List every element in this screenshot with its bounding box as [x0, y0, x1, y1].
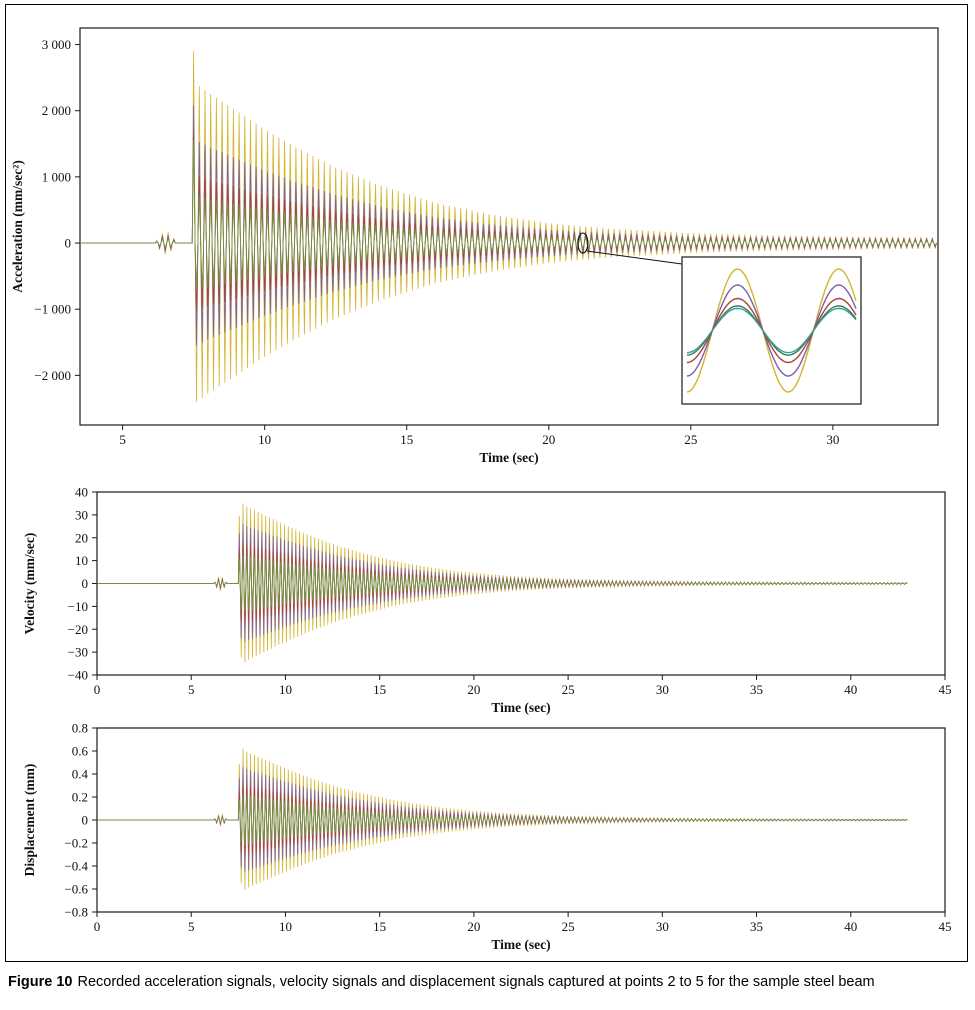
- series-point-5: [97, 554, 908, 612]
- y-axis-title: Acceleration (mm/sec²): [10, 160, 25, 293]
- inset-wave-3: [686, 297, 857, 364]
- y-axis: −0.8 −0.6 −0.4 −0.2 0 0.2 0.4 0.6 0.8: [64, 721, 97, 920]
- x-tick-label: 15: [373, 682, 386, 697]
- y-tick-label: 20: [75, 530, 88, 545]
- y-tick-label: 0: [65, 236, 72, 251]
- y-axis-title: Displacement (mm): [22, 764, 37, 877]
- inset-zoom-box: [681, 256, 862, 405]
- x-tick-label: 10: [258, 432, 271, 447]
- y-tick-label: −40: [68, 668, 88, 683]
- y-tick-label: 3 000: [42, 37, 71, 52]
- y-tick-label: −30: [68, 645, 88, 660]
- charts-container: 5 10 15 20 25 30 −2 000 −1 000 0 1 000 2 000 3 000 T…: [10, 27, 952, 953]
- inset-wave-1: [686, 268, 857, 393]
- y-tick-label: −2 000: [34, 368, 71, 383]
- x-axis-title: Time (sec): [491, 700, 550, 715]
- x-tick-label: 40: [844, 682, 857, 697]
- x-tick-label: 0: [94, 682, 101, 697]
- x-tick-label: 20: [467, 919, 480, 934]
- zoom-annotation-ellipse: [577, 232, 589, 254]
- y-tick-label: −0.2: [64, 836, 88, 851]
- x-tick-label: 40: [844, 919, 857, 934]
- x-tick-label: 30: [656, 919, 669, 934]
- y-tick-label: 0: [82, 813, 89, 828]
- y-tick-label: 40: [75, 485, 88, 500]
- x-tick-label: 25: [562, 919, 575, 934]
- y-tick-label: 0.8: [72, 721, 88, 736]
- x-tick-label: 20: [467, 682, 480, 697]
- y-tick-label: 30: [75, 507, 88, 522]
- y-tick-label: 0: [82, 576, 89, 591]
- y-tick-label: −0.4: [64, 859, 88, 874]
- y-tick-label: −0.8: [64, 905, 88, 920]
- x-axis-title: Time (sec): [491, 937, 550, 952]
- y-tick-label: −0.6: [64, 882, 88, 897]
- y-tick-label: 0.6: [72, 744, 89, 759]
- y-tick-label: 10: [75, 553, 88, 568]
- figure-border: [5, 4, 968, 962]
- x-tick-label: 25: [684, 432, 697, 447]
- x-tick-label: 15: [373, 919, 386, 934]
- figure-caption: Figure 10 Recorded acceleration signals, …: [8, 974, 968, 990]
- caption-text: Recorded acceleration signals, velocity …: [77, 974, 875, 990]
- acceleration-chart: 5 10 15 20 25 30 −2 000 −1 000 0 1 000 2 000 3 000 T…: [10, 27, 939, 465]
- x-tick-label: 5: [188, 919, 195, 934]
- inset-wave-2: [686, 284, 857, 377]
- y-tick-label: −1 000: [34, 302, 71, 317]
- displacement-chart: 0 5 10 15 20 25 30 35 40 45 −0.8 −0.6 −0.4 −0.2 0 0.2 0.…: [22, 721, 952, 953]
- x-tick-label: 10: [279, 682, 292, 697]
- y-tick-label: 2 000: [42, 103, 71, 118]
- y-axis-title: Velocity (mm/sec): [22, 533, 37, 635]
- x-tick-label: 20: [542, 432, 555, 447]
- y-tick-label: 1 000: [42, 169, 71, 184]
- inset-wave-5: [686, 307, 857, 354]
- zoom-connector-line: [586, 250, 683, 265]
- x-tick-label: 10: [279, 919, 292, 934]
- x-tick-label: 5: [119, 432, 126, 447]
- x-tick-label: 30: [826, 432, 839, 447]
- x-axis: 0 5 10 15 20 25 30 35 40 45: [94, 675, 952, 697]
- x-tick-label: 45: [939, 919, 952, 934]
- y-tick-label: 0.4: [72, 767, 89, 782]
- x-axis-title: Time (sec): [479, 450, 538, 465]
- y-tick-label: −20: [68, 622, 88, 637]
- y-tick-label: −10: [68, 599, 88, 614]
- x-axis: 0 5 10 15 20 25 30 35 40 45: [94, 912, 952, 934]
- x-tick-label: 45: [939, 682, 952, 697]
- x-tick-label: 15: [400, 432, 413, 447]
- x-tick-label: 0: [94, 919, 101, 934]
- plot-frame: [79, 27, 939, 426]
- y-tick-label: 0.2: [72, 790, 88, 805]
- x-axis: 5 10 15 20 25 30: [119, 425, 839, 447]
- x-tick-label: 35: [750, 682, 763, 697]
- series-point-5: [80, 141, 937, 291]
- x-tick-label: 35: [750, 919, 763, 934]
- y-axis: −2 000 −1 000 0 1 000 2 000 3 000: [34, 37, 80, 383]
- x-tick-label: 30: [656, 682, 669, 697]
- y-axis: −40 −30 −20 −10 0 10 20 30 40: [68, 485, 97, 683]
- series-point-5: [97, 794, 908, 846]
- caption-label: Figure 10: [8, 974, 73, 990]
- velocity-chart: 0 5 10 15 20 25 30 35 40 45 −40 −30 −20 −10 0 10 20 30 40 T…: [22, 485, 952, 716]
- x-tick-label: 25: [562, 682, 575, 697]
- x-tick-label: 5: [188, 682, 195, 697]
